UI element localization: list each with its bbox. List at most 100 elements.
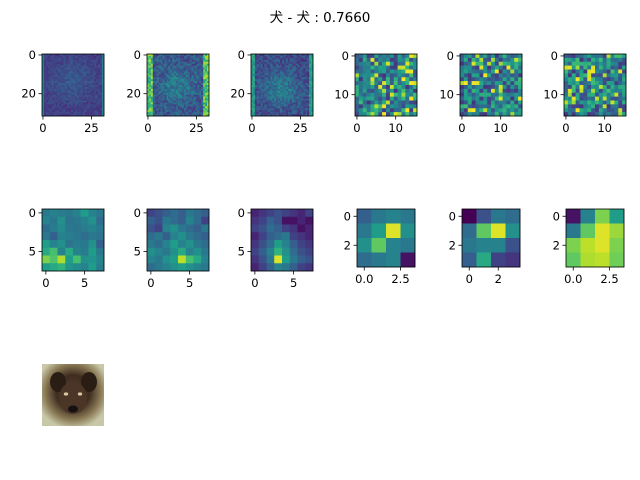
- heatmap-cell: [147, 106, 150, 109]
- heatmap-cell: [195, 94, 198, 97]
- heatmap-cell: [57, 73, 60, 76]
- y-tick-label: 0: [29, 206, 36, 220]
- heatmap-cell: [251, 83, 254, 86]
- heatmap-cell: [88, 90, 91, 94]
- heatmap-cell: [276, 83, 279, 86]
- heatmap-cell: [82, 79, 85, 82]
- heatmap-cell: [610, 69, 615, 74]
- heatmap-cell: [205, 108, 208, 111]
- heatmap-cell: [413, 88, 418, 94]
- heatmap-cell: [268, 92, 271, 95]
- heatmap-cell: [272, 81, 275, 84]
- heatmap-cell: [397, 65, 402, 70]
- heatmap-cell: [187, 75, 190, 78]
- heatmap-cell: [67, 100, 70, 103]
- heatmap-cell: [84, 73, 87, 76]
- heatmap-cell: [258, 71, 261, 74]
- heatmap-cell: [251, 94, 254, 97]
- heatmap-cell: [357, 252, 372, 268]
- heatmap-cell: [510, 108, 515, 113]
- heatmap-cell: [254, 63, 258, 66]
- heatmap-cell: [69, 81, 72, 84]
- heatmap-cell: [289, 102, 292, 105]
- heatmap-cell: [96, 247, 105, 256]
- heatmap-cell: [295, 104, 298, 107]
- heatmap-cell: [270, 77, 273, 80]
- heatmap-cell: [174, 110, 177, 113]
- heatmap-cell: [471, 112, 476, 117]
- heatmap-cell: [278, 83, 281, 86]
- heatmap-cell: [199, 83, 202, 86]
- heatmap-cell: [96, 67, 99, 70]
- heatmap-cell: [203, 104, 206, 107]
- heatmap-cell: [178, 81, 181, 84]
- heatmap-cell: [266, 65, 269, 68]
- heatmap-cell: [193, 86, 196, 90]
- heatmap-cell: [71, 94, 74, 97]
- heatmap-cell: [256, 83, 260, 86]
- heatmap-cell: [76, 110, 80, 113]
- heatmap-cell: [283, 73, 287, 76]
- heatmap-cell: [158, 77, 161, 80]
- heatmap-cell: [86, 79, 89, 82]
- heatmap-cell: [43, 88, 47, 92]
- heatmap-cell: [172, 110, 175, 113]
- heatmap-cell: [264, 86, 267, 90]
- heatmap-cell: [291, 75, 294, 78]
- heatmap-cell: [475, 73, 480, 78]
- heatmap-cell: [297, 69, 300, 72]
- heatmap-cell: [55, 102, 58, 105]
- heatmap-cell: [181, 83, 185, 86]
- heatmap-cell: [67, 75, 70, 78]
- heatmap-cell: [98, 102, 101, 105]
- heatmap-cell: [309, 86, 312, 90]
- heatmap-cell: [274, 110, 277, 113]
- heatmap-cell: [287, 88, 291, 92]
- heatmap-cell: [86, 112, 89, 115]
- heatmap-cell: [176, 112, 179, 115]
- heatmap-cell: [251, 88, 254, 92]
- heatmap-cell: [168, 85, 171, 88]
- heatmap-cell: [98, 67, 101, 70]
- heatmap-cell: [80, 81, 83, 84]
- heatmap-cell: [397, 96, 402, 101]
- heatmap-cell: [172, 106, 175, 109]
- heatmap-cell: [164, 61, 167, 64]
- heatmap-cell: [185, 67, 188, 70]
- heatmap-cell: [96, 63, 99, 66]
- panel-frame: [459, 53, 523, 117]
- heatmap-cell: [378, 85, 383, 90]
- heatmap-cell: [94, 67, 97, 70]
- heatmap-cell: [272, 63, 275, 66]
- heatmap-cell: [168, 110, 171, 113]
- heatmap-cell: [69, 86, 72, 90]
- heatmap-cell: [154, 106, 157, 109]
- heatmap-cell: [193, 232, 202, 241]
- heatmap-cell: [164, 96, 167, 99]
- heatmap-cell: [191, 100, 194, 103]
- heatmap-cell: [94, 112, 97, 115]
- y-tick-label: 10: [543, 88, 558, 102]
- heatmap-cell: [176, 65, 179, 68]
- heatmap-cell: [47, 106, 51, 109]
- heatmap-cell: [397, 104, 402, 109]
- heatmap-cell: [254, 108, 258, 111]
- heatmap-cell: [203, 71, 206, 74]
- heatmap-cell: [166, 63, 169, 66]
- heatmap-cell: [88, 55, 91, 59]
- heatmap-cell: [90, 108, 93, 111]
- x-tick-label: 0: [42, 276, 49, 290]
- heatmap-cell: [42, 110, 45, 113]
- heatmap-cell: [262, 75, 265, 78]
- heatmap-cell: [150, 108, 154, 111]
- heatmap-cell: [67, 61, 70, 64]
- heatmap-cell: [193, 71, 196, 74]
- heatmap-cell: [73, 92, 76, 95]
- heatmap-cell: [90, 71, 93, 74]
- heatmap-cell: [80, 83, 83, 86]
- heatmap-cell: [252, 94, 256, 97]
- heatmap-cell: [301, 86, 304, 90]
- heatmap-cell: [96, 98, 99, 101]
- heatmap-cell: [207, 112, 210, 115]
- heatmap-cell: [96, 94, 99, 97]
